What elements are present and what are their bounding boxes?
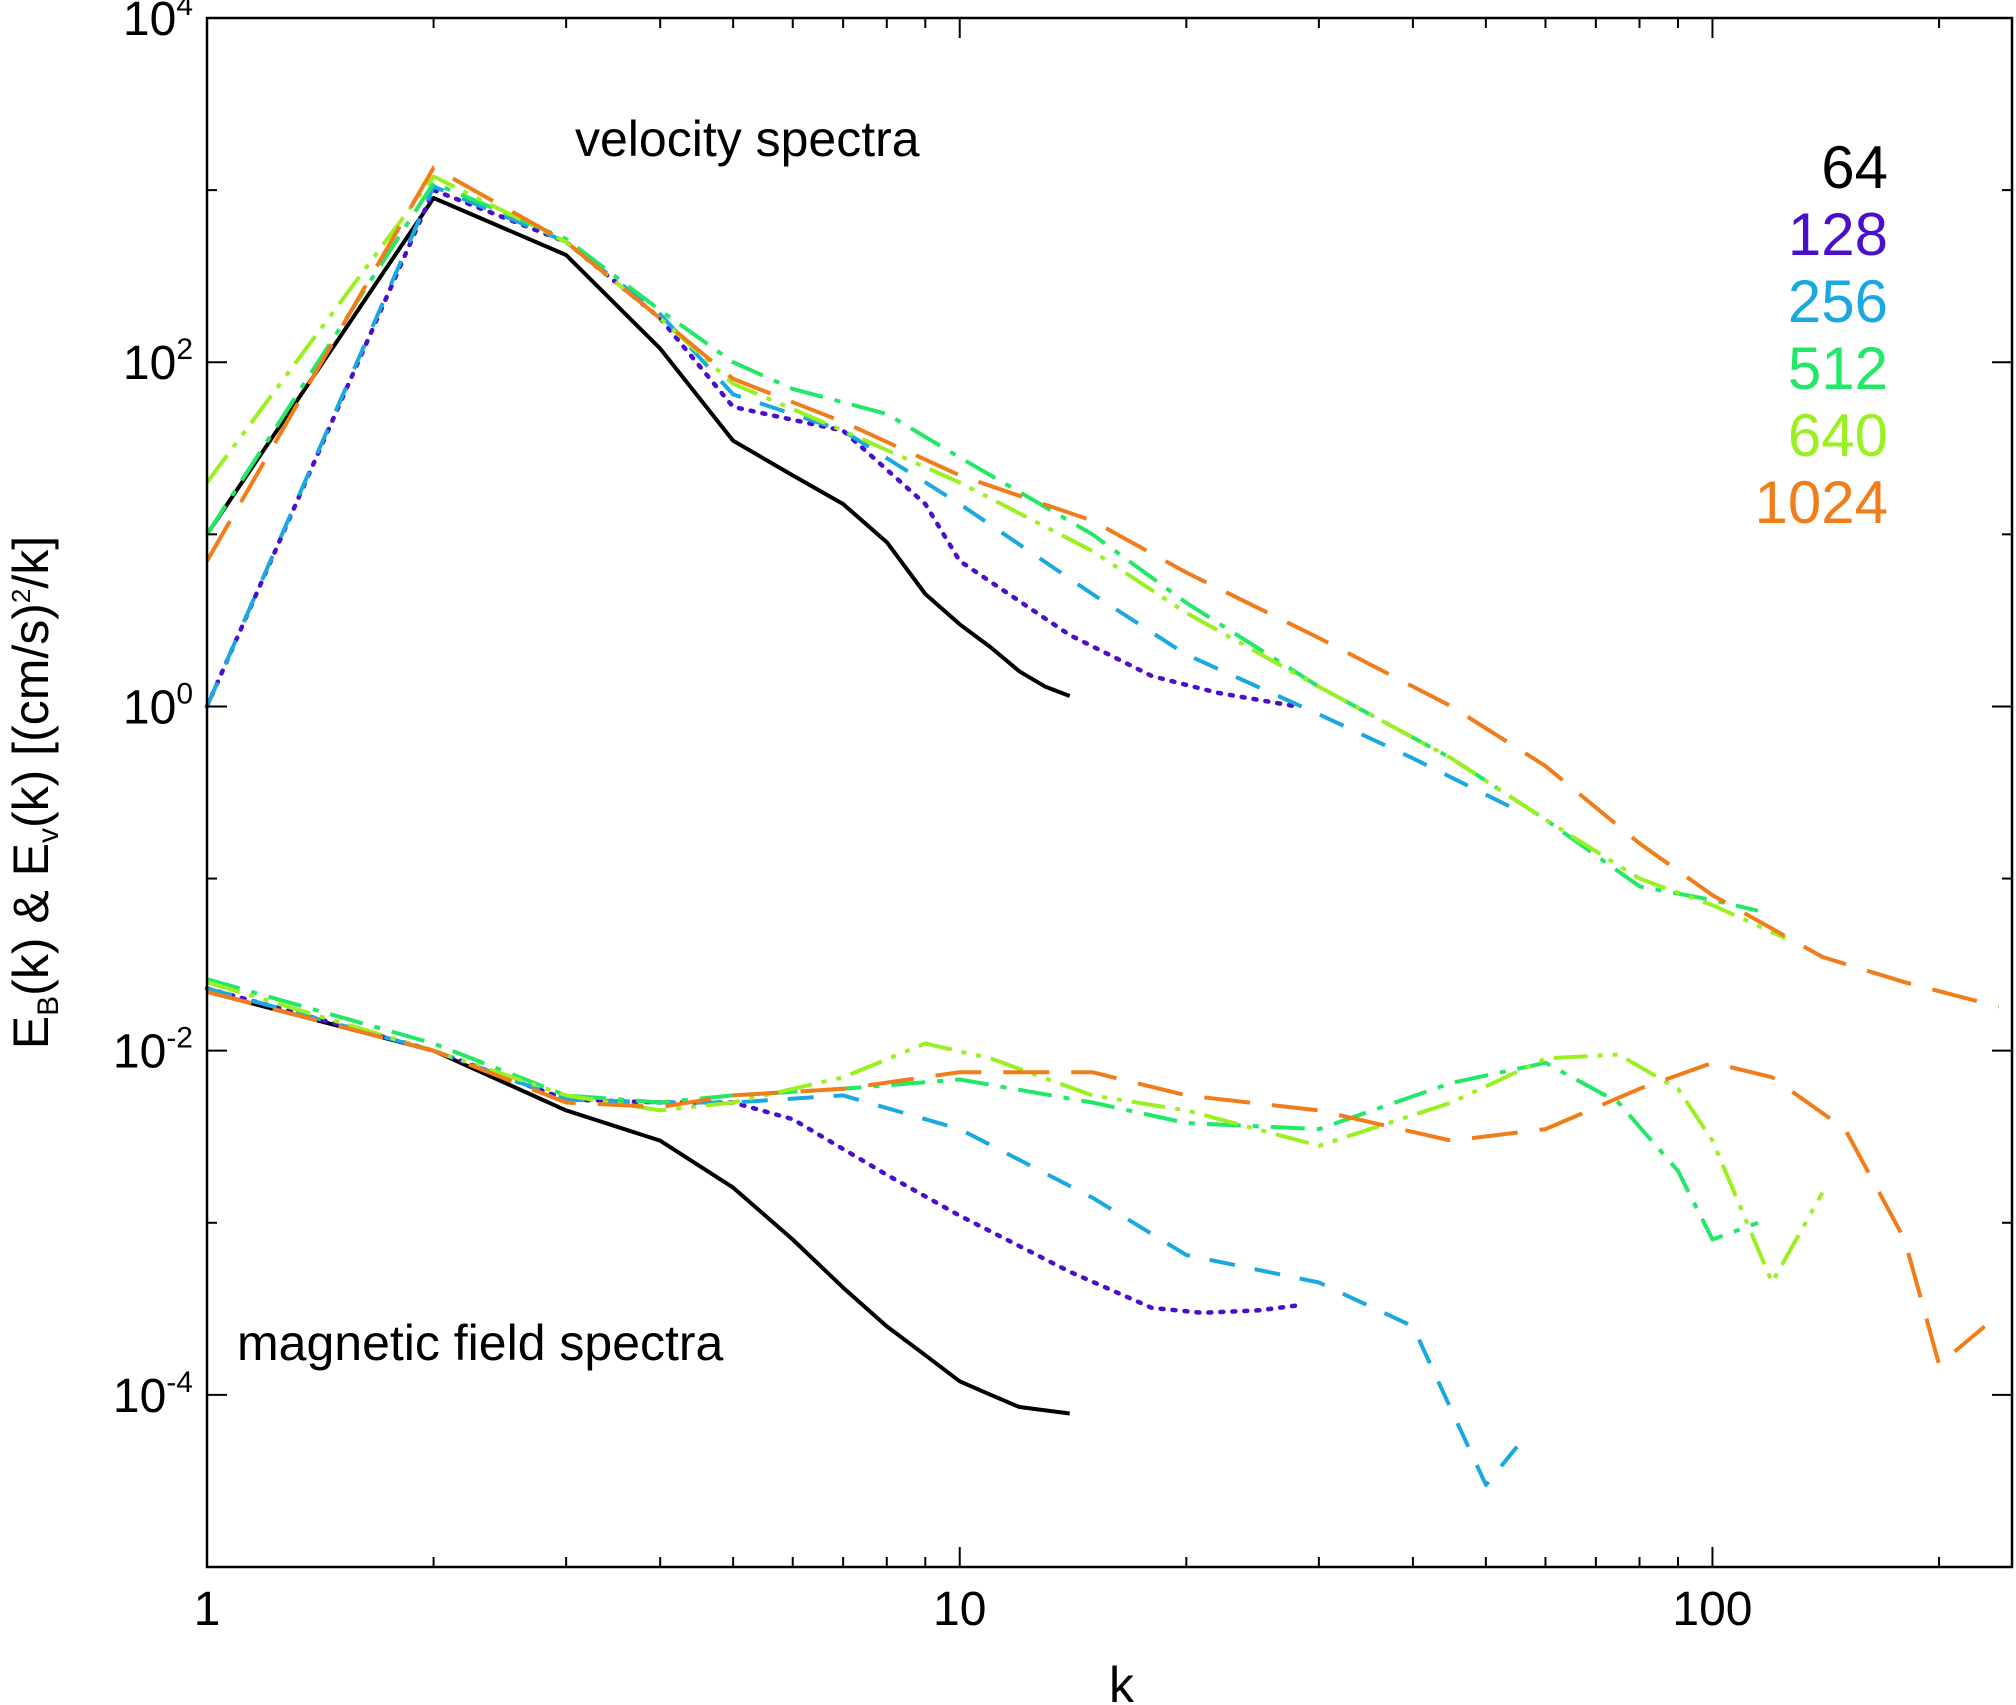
- plot-frame: [205, 16, 2014, 1569]
- y-tick-base: 10: [123, 681, 176, 734]
- ticks-layer: [206, 17, 2012, 1568]
- y-tick-exponent: 4: [176, 0, 193, 22]
- y-tick-label: 102: [123, 333, 193, 390]
- series-256-magnetic-line: [206, 986, 1519, 1487]
- series-512-velocity-line: [205, 181, 1759, 913]
- y-axis-label-part: /k]: [3, 536, 59, 589]
- series-64-magnetic-line: [206, 989, 1070, 1416]
- series-128-velocity-line: [204, 187, 1299, 709]
- y-tick-exponent: -4: [166, 1366, 193, 1399]
- y-tick-exponent: 0: [176, 677, 193, 710]
- y-axis-label-part: (k) & E: [3, 843, 59, 996]
- y-tick-label: 100: [123, 677, 193, 734]
- y-axis-label-part: E: [3, 1016, 59, 1049]
- legend-entry-256: 256: [1788, 268, 1888, 335]
- y-axis-label: EB(k) & Ev(k) [(cm/s)2/k]: [3, 536, 65, 1049]
- series-1024-velocity-line: [205, 165, 2000, 1009]
- magnetic-field-spectra-annotation: magnetic field spectra: [237, 1315, 724, 1371]
- y-tick-label: 10-4: [113, 1366, 193, 1423]
- series-512-magnetic-line: [206, 977, 1759, 1242]
- legend-entry-64: 64: [1821, 134, 1888, 201]
- y-tick-exponent: -2: [166, 1022, 193, 1055]
- legend-entry-1024: 1024: [1755, 469, 1888, 536]
- y-axis-label-sub: v: [32, 828, 65, 843]
- y-tick-exponent: 2: [176, 333, 193, 366]
- series-layer: [204, 165, 2000, 1487]
- y-axis-label-sub: B: [32, 996, 65, 1016]
- series-640-magnetic-line: [206, 980, 1825, 1285]
- x-axis-label: k: [1109, 1657, 1135, 1705]
- y-axis-label-part: (k) [(cm/s): [3, 603, 59, 828]
- series-64-velocity-line: [205, 196, 1071, 698]
- x-tick-label: 10: [933, 1583, 986, 1636]
- legend-entry-512: 512: [1788, 335, 1888, 402]
- legend-entry-640: 640: [1788, 402, 1888, 469]
- x-tick-label: 100: [1672, 1583, 1752, 1636]
- y-tick-base: 10: [113, 1370, 166, 1423]
- y-tick-label: 104: [123, 0, 193, 46]
- series-256-velocity-line: [205, 184, 1518, 812]
- y-tick-base: 10: [113, 1026, 166, 1079]
- legend-entry-128: 128: [1788, 201, 1888, 268]
- y-tick-label: 10-2: [113, 1022, 193, 1079]
- y-tick-base: 10: [123, 337, 176, 390]
- y-tick-base: 10: [123, 0, 176, 46]
- velocity-spectra-annotation: velocity spectra: [575, 111, 920, 167]
- y-axis-label-sup: 2: [6, 589, 36, 603]
- x-tick-label: 1: [194, 1583, 221, 1636]
